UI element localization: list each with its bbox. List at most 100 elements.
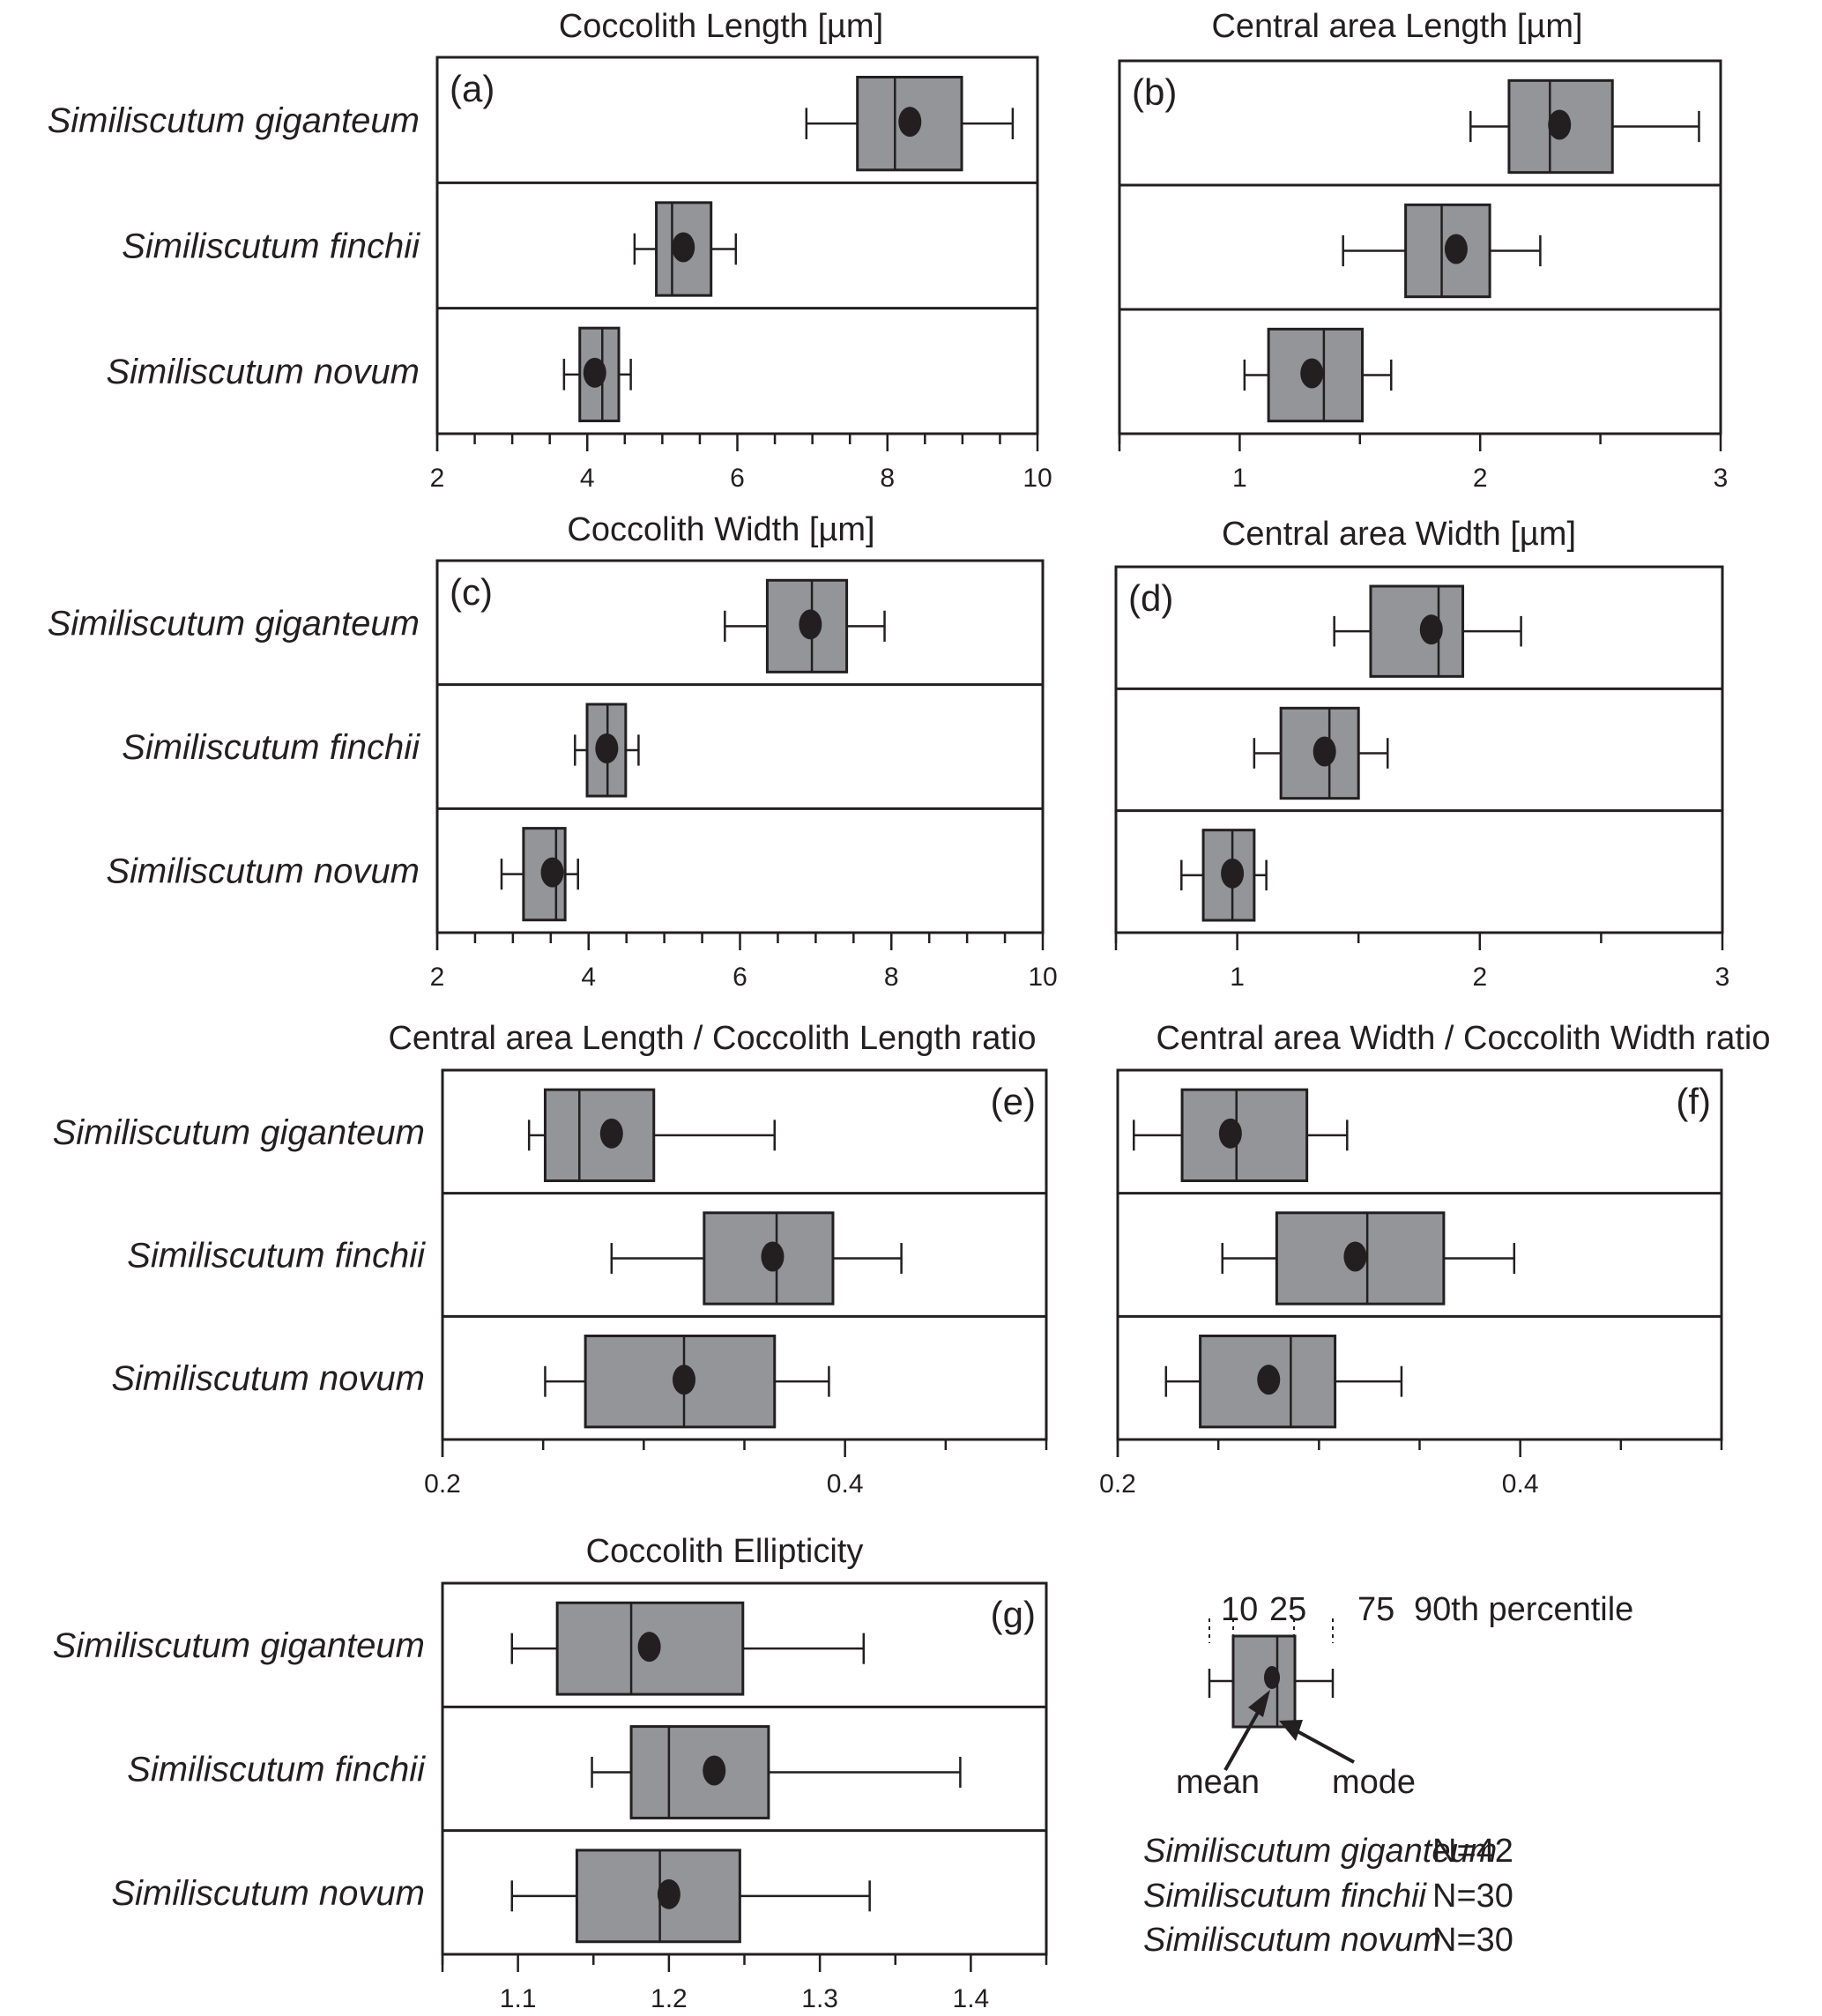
mean-marker <box>657 1878 680 1909</box>
boxplot-giganteum <box>1469 78 1700 175</box>
mean-marker <box>1343 1241 1367 1272</box>
mean-marker <box>540 857 564 888</box>
boxplot-novum <box>510 1849 871 1944</box>
boxplot-novum <box>562 326 632 422</box>
boxplot-giganteum <box>1333 584 1522 678</box>
boxplot-giganteum <box>527 1088 776 1183</box>
panel-d: Central area Width [µm] (d) 1 2 3 <box>1114 516 1730 992</box>
panel-f: Central area Width / Coccolith Width rat… <box>1099 1020 1770 1499</box>
panel-label: (c) <box>450 571 493 613</box>
panel-e: Central area Length / Coccolith Length r… <box>53 1020 1048 1499</box>
boxplot-giganteum <box>510 1601 866 1696</box>
panel-c: Coccolith Width [µm] (c) 2 4 6 8 10 Similiscutu… <box>48 511 1058 992</box>
tick-label: 8 <box>884 963 899 992</box>
boxplot-giganteum <box>724 578 886 673</box>
mean-marker <box>761 1241 785 1272</box>
tick-label: 1.2 <box>651 1984 688 2013</box>
tick-label: 8 <box>880 464 895 493</box>
x-axis: 0.2 0.4 <box>424 1439 1048 1499</box>
x-axis: 1.1 1.2 1.3 1.4 <box>441 1954 1048 2013</box>
legend-box <box>1231 1634 1297 1729</box>
mean-marker <box>1221 858 1245 889</box>
panel-title: Central area Length / Coccolith Length r… <box>388 1020 1036 1057</box>
tick-label: 3 <box>1715 963 1730 992</box>
mean-marker <box>898 107 922 138</box>
legend-n-giganteum: N=42 <box>1432 1833 1513 1870</box>
tick-label: 0.4 <box>1502 1469 1539 1499</box>
boxplot-novum <box>544 1334 830 1429</box>
tick-label: 1.1 <box>500 1984 537 2013</box>
tick-label: 4 <box>581 963 596 992</box>
boxplot-novum <box>1164 1334 1403 1429</box>
tick-label: 2 <box>1472 963 1487 992</box>
mean-marker <box>799 609 822 640</box>
panel-title: Central area Length [µm] <box>1211 8 1582 45</box>
plot-frame <box>1114 565 1724 934</box>
tick-label: 2 <box>430 464 445 493</box>
species-label-finchii: Similiscutum finchii <box>122 227 420 266</box>
mean-marker <box>583 357 606 388</box>
species-label-finchii: Similiscutum finchii <box>127 1751 426 1789</box>
legend-species-giganteum: Similiscutum giganteum <box>1143 1833 1497 1870</box>
legend-n-finchii: N=30 <box>1432 1878 1513 1915</box>
panel-label: (f) <box>1676 1081 1711 1122</box>
iqr-box <box>1180 1088 1309 1183</box>
iqr-box <box>703 1211 835 1306</box>
panel-label: (d) <box>1128 577 1173 619</box>
legend-mode-arrowhead <box>1279 1720 1303 1741</box>
mean-marker <box>1548 109 1572 140</box>
legend-mean-label: mean <box>1176 1764 1260 1801</box>
tick-label: 1.3 <box>801 1984 838 2013</box>
tick-label: 1.4 <box>953 1984 990 2013</box>
boxplot-finchii <box>610 1211 903 1306</box>
x-axis: 0.2 0.4 <box>1099 1439 1723 1499</box>
boxplot-finchii <box>591 1725 962 1819</box>
panel-label: (b) <box>1132 71 1177 113</box>
tick-label: 10 <box>1028 963 1057 992</box>
species-label-giganteum: Similiscutum giganteum <box>53 1626 425 1665</box>
legend-p25-label: 25 <box>1269 1591 1306 1628</box>
legend-mean-marker <box>1264 1666 1280 1689</box>
mean-marker <box>1257 1365 1281 1395</box>
boxplot-novum <box>1180 829 1268 922</box>
boxplot-finchii <box>1221 1211 1516 1306</box>
panel-g: Coccolith Ellipticity (g) 1.1 1.2 1.3 1.4 Simi… <box>53 1533 1048 2013</box>
species-label-giganteum: Similiscutum giganteum <box>53 1113 425 1152</box>
legend-p75-label: 75 <box>1357 1591 1394 1628</box>
tick-label: 6 <box>730 464 745 493</box>
mean-marker <box>1444 234 1468 264</box>
boxplot-finchii <box>633 201 738 297</box>
iqr-box <box>543 1088 656 1183</box>
x-axis: 2 4 6 8 10 <box>430 933 1058 992</box>
tick-label: 0.4 <box>827 1469 864 1499</box>
legend: 10 25 75 90th percentile mean mode Simil… <box>1143 1591 1633 1959</box>
panel-title: Coccolith Width [µm] <box>567 511 874 548</box>
x-axis: 1 2 3 <box>1114 933 1730 992</box>
mean-marker <box>637 1632 661 1663</box>
iqr-box <box>1369 584 1465 678</box>
boxplot-giganteum <box>1133 1088 1349 1183</box>
panel-title: Coccolith Length [µm] <box>559 8 883 45</box>
panel-label: (g) <box>991 1594 1036 1635</box>
x-axis: 1 2 3 <box>1118 434 1728 493</box>
legend-species-finchii: Similiscutum finchii <box>1143 1878 1428 1915</box>
tick-label: 10 <box>1023 464 1052 493</box>
boxplot-finchii <box>1253 706 1389 800</box>
species-label-finchii: Similiscutum finchii <box>122 728 420 767</box>
legend-p10-label: 10 <box>1221 1591 1258 1628</box>
tick-label: 4 <box>580 464 595 493</box>
legend-species-novum: Similiscutum novum <box>1143 1922 1441 1959</box>
species-label-novum: Similiscutum novum <box>106 353 420 391</box>
mean-marker <box>1300 358 1324 389</box>
legend-p90-label: 90th percentile <box>1414 1591 1633 1628</box>
tick-label: 2 <box>1473 464 1488 493</box>
species-label-giganteum: Similiscutum giganteum <box>48 101 420 140</box>
tick-label: 1 <box>1230 963 1245 992</box>
legend-mode-label: mode <box>1332 1764 1416 1801</box>
panel-title: Central area Width / Coccolith Width rat… <box>1156 1020 1771 1057</box>
legend-mode-arrow <box>1293 1728 1355 1764</box>
tick-label: 6 <box>733 963 747 992</box>
legend-n-novum: N=30 <box>1432 1922 1513 1959</box>
boxplot-finchii <box>574 703 640 798</box>
